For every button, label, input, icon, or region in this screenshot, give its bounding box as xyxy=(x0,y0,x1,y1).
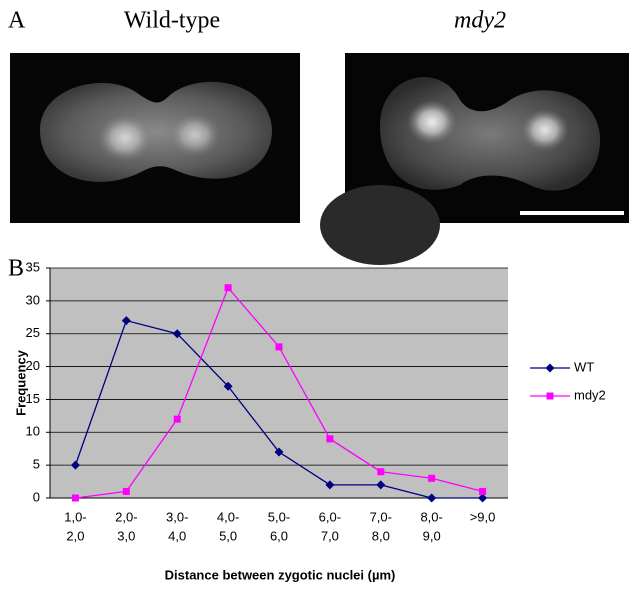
point xyxy=(479,487,487,495)
point xyxy=(224,284,232,292)
point xyxy=(376,480,386,490)
x-tick-label: 8,0- xyxy=(420,509,442,524)
legend-label: WT xyxy=(574,359,594,374)
x-tick-label: 5,0 xyxy=(219,528,237,543)
panel-label: B xyxy=(8,256,24,282)
plot-area xyxy=(50,268,508,498)
x-tick-label: 3,0 xyxy=(117,528,135,543)
point xyxy=(427,493,437,503)
x-tick-label: 8,0 xyxy=(372,528,390,543)
point xyxy=(71,494,79,502)
point xyxy=(172,329,182,339)
point xyxy=(275,343,283,351)
y-axis-label: Frequency xyxy=(13,349,28,416)
y-tick-label: 30 xyxy=(26,292,40,307)
point xyxy=(70,460,80,470)
point xyxy=(325,480,335,490)
y-tick-label: 25 xyxy=(26,325,40,340)
legend-label: mdy2 xyxy=(574,387,606,402)
point xyxy=(326,435,334,443)
x-axis-label: Distance between zygotic nuclei (µm) xyxy=(165,567,396,582)
y-tick-label: 10 xyxy=(26,424,40,439)
panel-label: A xyxy=(8,8,26,34)
point xyxy=(274,447,284,457)
point xyxy=(478,493,488,503)
x-tick-label: 3,0- xyxy=(166,509,188,524)
x-tick-label: 6,0 xyxy=(270,528,288,543)
point xyxy=(223,381,233,391)
x-tick-label: 6,0- xyxy=(319,509,341,524)
x-tick-label: 2,0- xyxy=(115,509,137,524)
x-tick-label: 1,0- xyxy=(64,509,86,524)
x-tick-label: 7,0- xyxy=(370,509,392,524)
micrograph-mdy2 xyxy=(320,53,629,265)
y-tick-label: 20 xyxy=(26,358,40,373)
x-tick-label: 9,0 xyxy=(423,528,441,543)
point xyxy=(121,316,131,326)
x-tick-label: 4,0 xyxy=(168,528,186,543)
point xyxy=(546,392,554,400)
x-tick-label: 2,0 xyxy=(66,528,84,543)
y-tick-label: 35 xyxy=(26,259,40,274)
y-tick-label: 0 xyxy=(33,489,40,504)
y-tick-label: 15 xyxy=(26,391,40,406)
point xyxy=(173,415,181,423)
x-tick-label: 5,0- xyxy=(268,509,290,524)
x-tick-label: 4,0- xyxy=(217,509,239,524)
y-tick-label: 5 xyxy=(33,457,40,472)
x-tick-label: 7,0 xyxy=(321,528,339,543)
x-tick-label: >9,0 xyxy=(470,509,496,524)
image-title: mdy2 xyxy=(454,8,506,34)
image-title: Wild-type xyxy=(124,8,220,34)
point xyxy=(377,468,385,476)
micrograph-wild-type xyxy=(10,53,300,223)
point xyxy=(428,474,436,482)
point xyxy=(545,363,555,373)
point xyxy=(122,487,130,495)
